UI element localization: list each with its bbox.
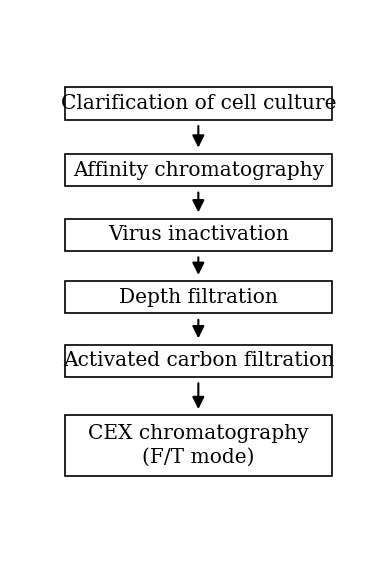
Text: Virus inactivation: Virus inactivation xyxy=(108,226,289,244)
Text: Depth filtration: Depth filtration xyxy=(119,288,278,307)
Bar xyxy=(65,219,332,251)
Text: Activated carbon filtration: Activated carbon filtration xyxy=(63,351,334,370)
Text: Clarification of cell culture: Clarification of cell culture xyxy=(61,94,336,113)
Bar xyxy=(65,88,332,119)
Bar xyxy=(65,281,332,313)
Bar xyxy=(65,154,332,186)
Text: Affinity chromatography: Affinity chromatography xyxy=(73,161,324,180)
Bar xyxy=(65,415,332,476)
Text: CEX chromatography
(F/T mode): CEX chromatography (F/T mode) xyxy=(88,425,309,467)
Bar xyxy=(65,345,332,377)
